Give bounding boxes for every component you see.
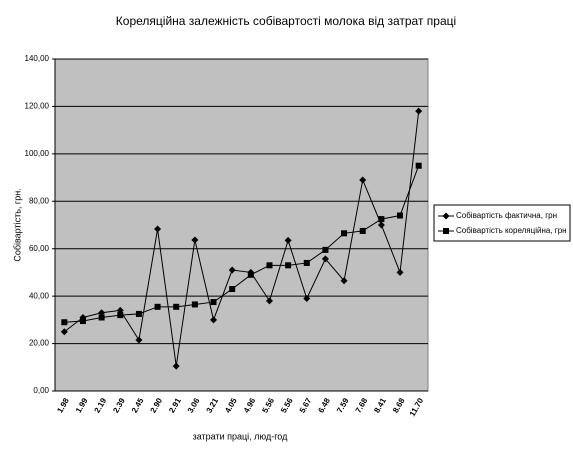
marker — [117, 312, 124, 319]
marker — [322, 246, 329, 253]
marker — [359, 176, 367, 184]
x-tick-label: 2.19 — [93, 396, 109, 414]
chart-title: Кореляційна залежність собівартості моло… — [116, 14, 456, 28]
marker — [79, 318, 86, 325]
marker — [341, 230, 348, 237]
x-tick-label: 2.91 — [167, 396, 183, 414]
marker — [397, 212, 404, 219]
marker — [377, 221, 385, 229]
y-tick-label: 80,00 — [29, 196, 50, 205]
x-tick-label: 6.48 — [316, 396, 332, 414]
marker — [340, 277, 348, 285]
marker — [191, 301, 198, 308]
marker — [284, 236, 292, 244]
legend-label: Собівартість кореляційна, грн — [456, 226, 567, 235]
x-tick-label: 4.96 — [242, 396, 258, 414]
marker — [154, 303, 161, 310]
y-tick-label: 60,00 — [29, 244, 50, 253]
marker — [303, 259, 310, 266]
marker — [266, 262, 273, 269]
x-tick-label: 5.56 — [260, 396, 276, 414]
plot-area — [54, 58, 429, 392]
marker — [378, 216, 385, 223]
marker — [415, 107, 423, 115]
x-tick-label: 7.68 — [354, 396, 370, 414]
marker — [359, 227, 366, 234]
x-tick-label: 2.45 — [130, 396, 146, 414]
x-tick-label: 5.56 — [279, 396, 295, 414]
x-tick-label: 1.99 — [74, 396, 90, 414]
marker — [265, 297, 273, 305]
marker — [191, 236, 199, 244]
marker — [172, 362, 180, 370]
marker — [173, 303, 180, 310]
x-tick-label: 2.90 — [149, 396, 165, 414]
marker — [61, 319, 68, 326]
x-tick-label: 3.06 — [186, 396, 202, 414]
marker — [135, 336, 143, 344]
y-tick-label: 100,00 — [25, 149, 50, 158]
marker — [154, 225, 162, 233]
y-tick-label: 40,00 — [29, 291, 50, 300]
marker — [396, 268, 404, 276]
x-tick-label: 5.67 — [298, 396, 314, 414]
x-tick-label: 8.68 — [391, 396, 407, 414]
y-tick-label: 140,00 — [25, 54, 50, 63]
x-tick-label: 8.41 — [372, 396, 388, 414]
marker — [229, 286, 236, 293]
y-tick-label: 0,00 — [33, 386, 49, 395]
marker — [303, 295, 311, 303]
legend-box — [433, 204, 571, 242]
x-tick-label: 11.70 — [408, 396, 426, 418]
x-axis-label: затрати праці, люд-год — [193, 431, 289, 441]
series-line — [64, 165, 420, 323]
marker — [210, 299, 217, 306]
marker — [285, 262, 292, 269]
marker — [60, 328, 68, 336]
marker — [135, 310, 142, 317]
marker — [247, 271, 254, 278]
marker — [321, 255, 329, 263]
x-tick-label: 1.98 — [55, 396, 71, 414]
y-axis-label: Собівартість, грн. — [12, 188, 22, 261]
x-tick-label: 2.39 — [111, 396, 127, 414]
marker — [443, 228, 449, 234]
y-tick-label: 20,00 — [29, 339, 50, 348]
marker — [228, 266, 236, 274]
legend-label: Собівартість фактична, грн — [456, 211, 557, 220]
x-tick-label: 4.05 — [223, 396, 239, 414]
marker — [415, 162, 422, 169]
marker — [98, 314, 105, 321]
y-tick-label: 120,00 — [25, 102, 50, 111]
marker — [210, 316, 218, 324]
x-tick-label: 3.21 — [205, 396, 221, 414]
x-tick-label: 7.59 — [335, 396, 351, 414]
marker — [442, 212, 450, 220]
